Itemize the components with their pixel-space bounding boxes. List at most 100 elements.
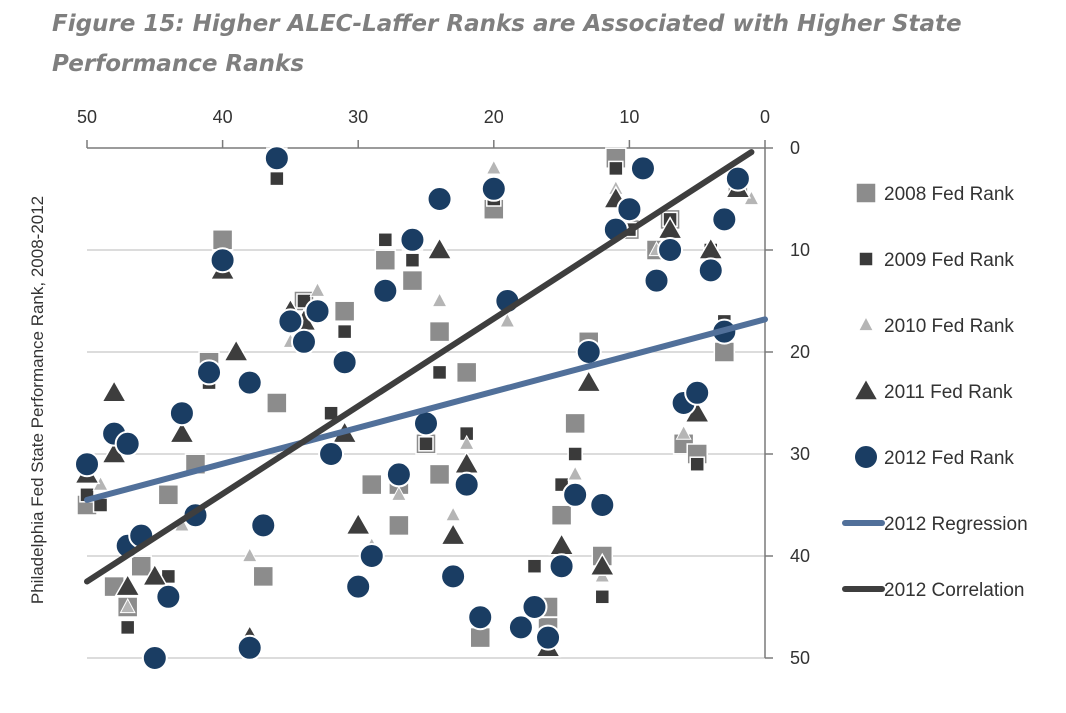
- data-point: [390, 485, 407, 501]
- correlation-line: [84, 149, 755, 585]
- data-point: [426, 236, 453, 260]
- data-point: [157, 484, 180, 506]
- x-tick-label: 30: [348, 107, 368, 127]
- data-point: [713, 341, 736, 363]
- data-point: [401, 269, 424, 292]
- x-axis-ticks: 50 40 30 20 10 0: [77, 107, 770, 148]
- data-point: [336, 323, 353, 340]
- data-point: [318, 441, 345, 467]
- data-point: [431, 364, 448, 381]
- y-axis-label: Philadelphia Fed State Performance Rank,…: [28, 196, 47, 604]
- data-point: [114, 573, 141, 597]
- data-point: [657, 237, 684, 263]
- y-tick-label: 0: [790, 138, 800, 158]
- trend-lines: [84, 149, 768, 585]
- data-point: [526, 558, 543, 574]
- data-point: [684, 379, 711, 406]
- data-point: [467, 604, 494, 631]
- data-point: [266, 392, 288, 414]
- data-point: [372, 277, 399, 304]
- data-point: [608, 160, 624, 177]
- y-tick-label: 20: [790, 342, 810, 362]
- legend-label: 2010 Fed Rank: [884, 316, 1014, 337]
- data-point: [209, 247, 236, 274]
- data-point: [263, 145, 290, 172]
- data-point: [374, 249, 397, 271]
- data-point: [74, 451, 100, 478]
- data-point: [724, 165, 751, 192]
- data-point: [562, 481, 589, 508]
- data-point: [499, 312, 516, 328]
- data-point: [141, 562, 169, 587]
- data-point: [114, 430, 141, 457]
- y-tick-label: 50: [790, 648, 810, 668]
- data-point: [711, 206, 738, 233]
- legend-swatch: [852, 377, 880, 401]
- data-point: [388, 514, 410, 537]
- data-point: [567, 446, 583, 462]
- data-point: [399, 226, 426, 253]
- data-point: [269, 170, 285, 187]
- data-point: [480, 175, 507, 202]
- axes: [87, 147, 766, 658]
- data-point: [453, 450, 480, 474]
- data-point: [469, 626, 491, 649]
- data-point: [404, 252, 421, 268]
- data-point: [594, 589, 611, 605]
- legend-swatch: [857, 315, 875, 332]
- data-point: [290, 328, 317, 355]
- data-point: [385, 461, 412, 488]
- data-point: [697, 257, 724, 284]
- data-point: [130, 555, 152, 577]
- data-point: [689, 456, 705, 472]
- data-point: [304, 298, 331, 325]
- data-points: [73, 145, 760, 671]
- data-point: [168, 420, 196, 444]
- legend-label: 2008 Fed Rank: [884, 184, 1014, 205]
- legend-swatch: [858, 251, 874, 267]
- series-3: [92, 159, 760, 614]
- data-point: [413, 410, 439, 437]
- legend-item: 2012 Fed Rank: [853, 444, 1014, 470]
- data-point: [252, 565, 275, 588]
- data-point: [564, 412, 586, 435]
- legend-item: 2008 Fed Rank: [855, 182, 1014, 205]
- data-point: [309, 281, 326, 297]
- x-tick-label: 0: [760, 107, 770, 127]
- data-point: [521, 594, 548, 620]
- data-point: [277, 308, 304, 335]
- legend-item: 2011 Fed Rank: [852, 377, 1013, 403]
- y-tick-label: 40: [790, 546, 810, 566]
- data-point: [361, 473, 383, 496]
- data-point: [535, 624, 562, 651]
- regression-line: [84, 316, 768, 503]
- legend: 2008 Fed Rank 2009 Fed Rank 2010 Fed Rank 2…: [842, 182, 1028, 601]
- data-point: [236, 634, 263, 661]
- legend-label: 2012 Fed Rank: [884, 448, 1014, 469]
- data-point: [344, 511, 372, 536]
- data-point: [575, 369, 603, 393]
- series-4: [73, 175, 752, 658]
- x-tick-label: 20: [484, 107, 504, 127]
- data-point: [331, 349, 358, 376]
- legend-swatch: [853, 444, 879, 470]
- chart-title: Figure 15: Higher ALEC-Laffer Ranks are …: [52, 11, 962, 77]
- data-point: [455, 361, 478, 384]
- data-point: [168, 400, 195, 427]
- data-point: [100, 379, 128, 403]
- data-point: [575, 339, 602, 365]
- data-point: [431, 291, 448, 308]
- data-point: [333, 300, 356, 322]
- data-point: [675, 424, 692, 440]
- y-axis-ticks: 0 10 20 30 40 50: [765, 138, 810, 668]
- data-point: [358, 543, 385, 569]
- data-point: [428, 463, 451, 486]
- data-point: [196, 359, 223, 386]
- data-point: [445, 506, 462, 522]
- data-point: [697, 236, 725, 260]
- legend-label: 2012 Regression: [884, 514, 1028, 535]
- legend-item: 2009 Fed Rank: [858, 250, 1014, 271]
- legend-item: 2012 Correlation: [842, 580, 1024, 601]
- legend-label: 2011 Fed Rank: [884, 382, 1013, 403]
